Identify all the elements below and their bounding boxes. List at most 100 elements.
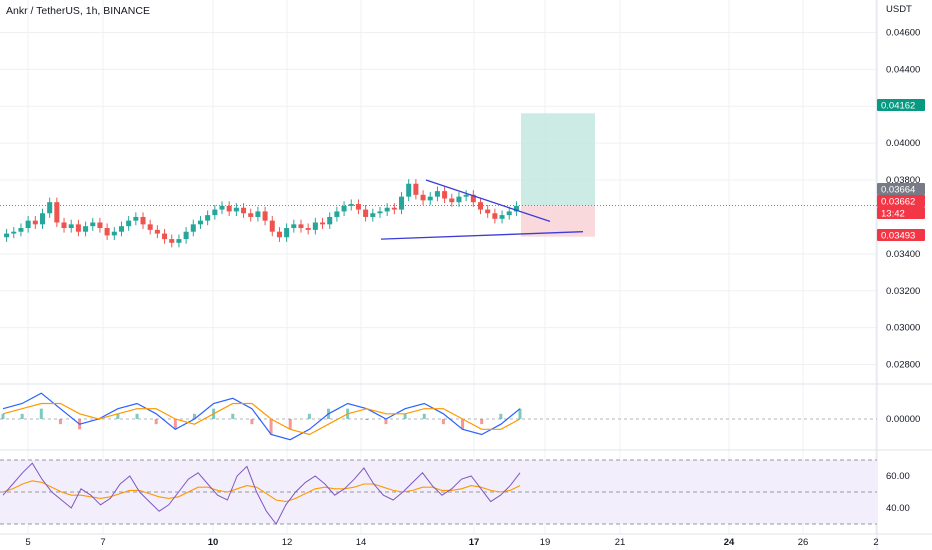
- candle-body: [162, 233, 168, 240]
- macd-tick-label: 0.00000: [886, 414, 920, 425]
- candle-body: [291, 224, 297, 229]
- candle-body: [68, 224, 74, 229]
- candle-body: [384, 207, 390, 212]
- macd-histogram-bar: [192, 413, 196, 419]
- y-tick-label: 0.02800: [886, 360, 920, 371]
- chart-title: Ankr / TetherUS, 1h, BINANCE: [6, 5, 150, 17]
- candle-body: [262, 211, 268, 221]
- candle-body: [355, 204, 361, 210]
- price-badge: [877, 195, 925, 207]
- macd-histogram-bar: [135, 413, 139, 419]
- macd-histogram-bar: [173, 419, 177, 430]
- candle-body: [298, 224, 304, 229]
- macd-histogram-bar: [384, 419, 388, 425]
- candle-body: [348, 204, 354, 206]
- macd-histogram-bar: [403, 413, 407, 419]
- macd-histogram-bar: [250, 419, 254, 425]
- candle-body: [104, 228, 110, 236]
- candle-body: [25, 220, 31, 229]
- candle-body: [406, 183, 412, 197]
- candle-body: [442, 191, 448, 199]
- candle-body: [463, 194, 469, 197]
- macd-histogram-bar: [20, 413, 24, 419]
- x-tick-label: 7: [100, 537, 105, 548]
- candle-body: [320, 222, 326, 225]
- price-badge-label: 0.04162: [881, 101, 915, 112]
- y-tick-label: 0.03400: [886, 249, 920, 260]
- candle-body: [111, 231, 117, 236]
- loss-zone: [521, 205, 595, 237]
- candle-body: [305, 228, 311, 230]
- candle-body: [470, 194, 476, 203]
- candle-body: [39, 213, 46, 225]
- candle-body: [75, 224, 81, 232]
- macd-histogram-bar: [422, 413, 426, 419]
- price-badge: [877, 183, 925, 195]
- y-tick-label: 0.04000: [886, 138, 920, 149]
- ascending-trendline: [380, 231, 584, 240]
- candle-body: [269, 220, 275, 232]
- x-tick-label: 26: [798, 537, 809, 548]
- macd-histogram-bar: [499, 413, 503, 419]
- x-tick-label: 17: [469, 537, 480, 548]
- macd-histogram-bar: [39, 408, 43, 419]
- candle-body: [391, 207, 397, 210]
- candle-body: [133, 216, 139, 221]
- candle-body: [190, 224, 196, 232]
- candle-body: [4, 233, 10, 238]
- x-tick-label: 19: [540, 537, 551, 548]
- candle-body: [513, 205, 519, 212]
- candle-body: [219, 205, 225, 210]
- x-tick-label: 12: [282, 537, 293, 548]
- signal-line: [2, 402, 521, 436]
- price-badge-label: 0.03664: [881, 185, 915, 196]
- x-tick-label: 21: [615, 537, 626, 548]
- candle-body: [427, 196, 433, 201]
- y-tick-label: 0.03000: [886, 323, 920, 334]
- candle-body: [47, 202, 53, 214]
- descending-trendline: [425, 179, 551, 223]
- candle-body: [97, 222, 103, 229]
- rsi-tick-label: 40.00: [886, 503, 910, 514]
- candle-body: [176, 239, 182, 243]
- macd-histogram-bar: [269, 419, 273, 435]
- currency-label: USDT: [886, 4, 912, 15]
- macd-histogram-bar: [365, 419, 369, 420]
- y-tick-label: 0.04400: [886, 64, 920, 75]
- candle-body: [212, 209, 218, 216]
- candle-body: [118, 226, 124, 232]
- candle-body: [241, 207, 247, 214]
- candle-body: [248, 213, 254, 217]
- candle-body: [255, 211, 261, 217]
- profit-zone: [521, 113, 595, 206]
- price-badge: [877, 207, 925, 219]
- candle-body: [485, 209, 491, 214]
- macd-histogram-bar: [307, 413, 311, 419]
- candle-body: [183, 231, 189, 240]
- macd-histogram-bar: [58, 419, 62, 425]
- macd-histogram-bar: [154, 419, 158, 425]
- candle-body: [90, 222, 96, 227]
- price-badge: [877, 229, 925, 241]
- x-tick-label: 5: [25, 537, 30, 548]
- candle-body: [327, 216, 333, 225]
- candle-body: [197, 220, 203, 225]
- candle-body: [413, 183, 419, 195]
- candle-body: [11, 231, 17, 234]
- x-tick-label: 2: [873, 537, 878, 548]
- x-tick-label: 10: [208, 537, 219, 548]
- candle-body: [226, 205, 232, 212]
- price-badge-label: 0.03662: [881, 197, 915, 208]
- candle-body: [456, 196, 462, 203]
- candle-body: [147, 224, 153, 230]
- price-badge: [877, 99, 925, 111]
- macd-histogram-bar: [231, 413, 235, 419]
- candle-body: [399, 196, 405, 210]
- candle-body: [233, 207, 239, 212]
- candle-body: [370, 213, 376, 217]
- x-tick-label: 14: [356, 537, 367, 548]
- candle-body: [420, 194, 426, 201]
- candle-body: [169, 239, 175, 243]
- candle-body: [434, 191, 440, 197]
